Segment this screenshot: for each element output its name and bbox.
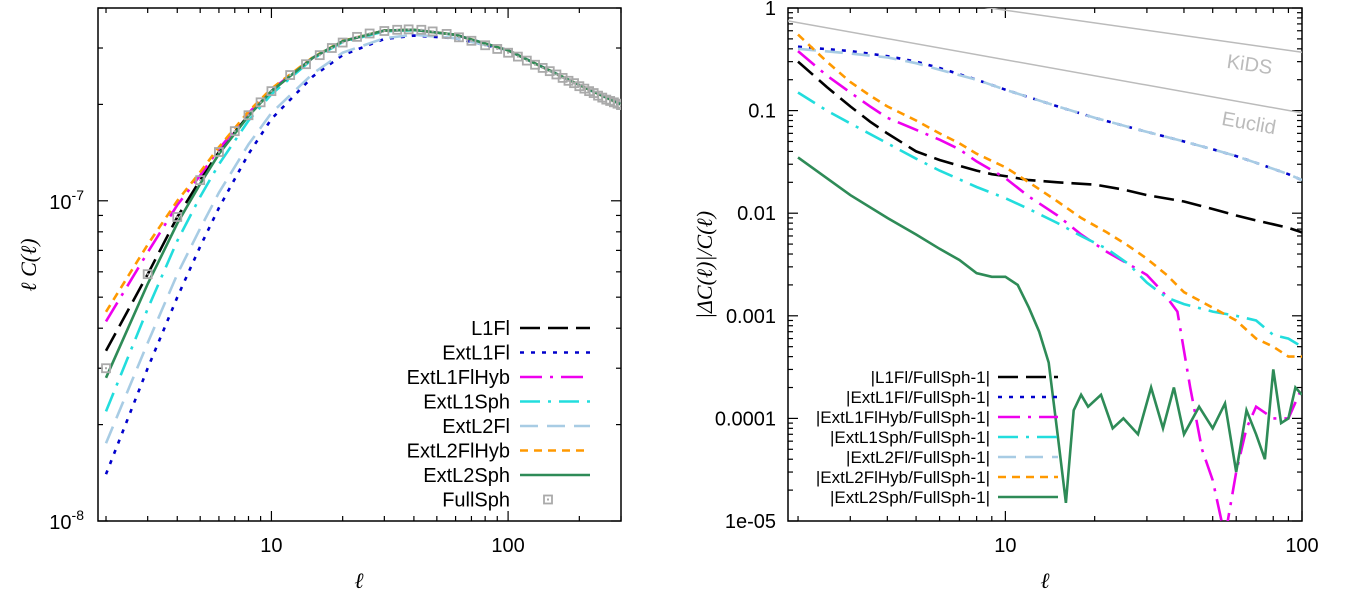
series-extl1sph [104,28,621,412]
point-fullsph [569,78,579,89]
series-extl2fl [104,33,621,444]
legend-label-extl1sph-fullsph-1: |ExtL1Sph/FullSph-1| [830,428,990,447]
point-fullsph [403,24,414,35]
point-fullsph [557,72,568,83]
reference-label-kids: KiDS [1225,51,1273,79]
series-extl1flhyb [104,28,621,323]
point-fullsph [427,26,438,37]
point-fullsph [142,269,153,280]
point-fullsph [392,24,403,35]
legend-label-extl2sph-fullsph-1: |ExtL2Sph/FullSph-1| [830,488,990,507]
series-extl2flhyb-fullsph-1 [797,33,1302,358]
reference-line-kids [984,8,1302,54]
point-fullsph [101,363,111,374]
point-fullsph [301,59,311,70]
right-y-tick-label: 0.1 [748,101,776,123]
right-legend: |L1Fl/FullSph-1||ExtL1Fl/FullSph-1||ExtL… [816,368,1058,507]
series-extl1sph-fullsph-1 [797,91,1302,348]
right-y-tick-label: 0.0001 [715,408,776,430]
point-fullsph [503,47,513,58]
point-fullsph [364,28,375,39]
right-x-tick-label: 10 [994,535,1016,557]
point-fullsph [480,40,491,51]
left-x-tick-label: 100 [491,535,524,557]
point-fullsph [266,86,277,97]
reference-line-euclid [788,20,1302,114]
point-fullsph [195,175,206,186]
right-y-tick-label: 0.01 [737,203,776,225]
left-y-tick-label: 10-8 [49,507,84,534]
legend-label-extl2flhyb-fullsph-1: |ExtL2FlHyb/FullSph-1| [816,468,990,487]
point-fullsph [563,75,574,86]
left-plot-frame [97,7,622,522]
right-x-axis-label: ℓ [1040,568,1050,593]
left-y-tick-label: 10-7 [49,187,84,214]
series-l1fl [104,28,621,352]
series-extl2sph-fullsph-1 [797,156,1302,504]
legend-label-extl2sph: ExtL2Sph [423,465,510,487]
right-chart: 10 100 1 0.1 0.01 0.001 0.0001 1e-05 KiDS Euclid… [692,0,1319,593]
point-fullsph [466,35,477,46]
right-y-axis-label: |ΔC(ℓ)|/C(ℓ) [692,211,717,319]
point-fullsph [243,110,254,121]
series-extl2sph [104,28,621,379]
left-x-axis-label: ℓ [354,568,364,593]
left-series-group [101,24,621,475]
legend-label-extl2flhyb: ExtL2FlHyb [407,441,510,463]
point-fullsph [172,212,183,222]
point-fullsph [574,81,585,92]
right-ticks: 10 100 1 0.1 0.01 0.001 0.0001 1e-05 [715,0,1319,557]
point-fullsph [454,32,464,43]
point-fullsph [379,26,390,36]
left-y-axis-label: ℓ C(ℓ) [16,238,41,291]
reference-label-euclid: Euclid [1220,108,1278,139]
point-fullsph [512,51,523,62]
legend-marker-fullsph [543,494,553,505]
right-x-tick-label: 100 [1285,535,1318,557]
point-fullsph [337,37,348,48]
legend-label-extl1fl-fullsph-1: |ExtL1Fl/FullSph-1| [846,388,990,407]
right-y-tick-label: 1e-05 [725,511,776,533]
right-y-tick-label: 0.001 [726,306,776,328]
legend-label-extl1flhyb-fullsph-1: |ExtL1FlHyb/FullSph-1| [816,408,990,427]
legend-label-l1fl: L1Fl [471,318,510,340]
point-fullsph [326,43,337,53]
legend-label-l1fl-fullsph-1: |L1Fl/FullSph-1| [871,368,990,387]
point-fullsph [616,100,621,110]
point-fullsph [416,24,427,35]
legend-label-extl1sph: ExtL1Sph [423,392,510,414]
point-fullsph [492,44,503,54]
legend-label-extl1flhyb: ExtL1FlHyb [407,367,510,389]
left-x-tick-label: 10 [260,535,282,557]
point-fullsph [352,31,362,42]
point-fullsph [255,97,266,108]
legend-label-fullsph: FullSph [442,490,510,512]
right-series-group [797,33,1302,521]
left-ticks: 10 100 10-7 10-8 [49,7,622,557]
right-reference-lines [788,8,1302,114]
point-fullsph [214,147,224,157]
legend-label-extl2fl-fullsph-1: |ExtL2Fl/FullSph-1| [846,448,990,467]
legend-label-extl2fl: ExtL2Fl [442,416,510,438]
series-extl1fl [104,34,621,475]
series-extl2fl-fullsph-1 [797,47,1302,182]
legend-label-extl1fl: ExtL1Fl [442,343,510,365]
point-fullsph [441,29,452,39]
right-plot-frame [787,7,1303,522]
point-fullsph [314,50,325,61]
point-fullsph [229,126,240,137]
right-reference-labels: KiDS Euclid [1220,51,1278,139]
series-l1fl-fullsph-1 [797,60,1302,234]
point-fullsph [285,70,296,80]
right-y-tick-label: 1 [765,0,776,20]
